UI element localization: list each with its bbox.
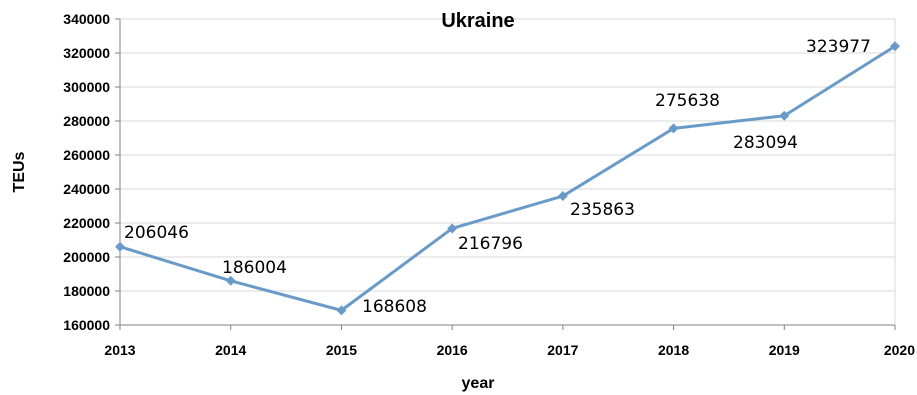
- data-label: 206046: [124, 223, 189, 243]
- y-tick-label: 340000: [63, 11, 110, 27]
- data-label: 168608: [362, 297, 427, 317]
- data-point-marker: [668, 123, 679, 134]
- x-tick-label: 2014: [215, 342, 246, 358]
- data-point-marker: [336, 305, 347, 316]
- y-tick-label: 300000: [63, 79, 110, 95]
- y-tick-label: 180000: [63, 283, 110, 299]
- data-label: 216796: [458, 234, 523, 254]
- x-tick-label: 2013: [104, 342, 135, 358]
- data-label: 275638: [655, 91, 720, 111]
- data-point-marker: [225, 275, 236, 286]
- x-tick-label: 2019: [769, 342, 800, 358]
- data-point-marker: [115, 241, 125, 252]
- y-tick-label: 220000: [63, 215, 110, 231]
- data-label: 283094: [733, 133, 798, 153]
- y-tick-label: 240000: [63, 181, 110, 197]
- y-tick-labels: 160000 180000 200000 220000 240000 260000 2800…: [63, 11, 110, 333]
- y-tick-label: 280000: [63, 113, 110, 129]
- y-tick-label: 320000: [63, 45, 110, 61]
- y-tick-label: 260000: [63, 147, 110, 163]
- y-tick-label: 160000: [63, 317, 110, 333]
- data-label: 235863: [570, 200, 635, 220]
- data-label: 323977: [806, 37, 871, 57]
- data-point-marker: [447, 223, 458, 234]
- data-point-marker: [890, 41, 900, 52]
- series-line-path: [119, 44, 896, 312]
- y-axis-label: TEUs: [11, 151, 28, 192]
- x-axis-label: year: [462, 375, 495, 392]
- data-labels: 206046 186004 168608 216796 235863 275638 2830…: [124, 37, 871, 317]
- x-tick-label: 2015: [326, 342, 357, 358]
- axes: [115, 18, 896, 330]
- x-tick-label: 2020: [884, 342, 915, 358]
- series-line: [115, 41, 900, 316]
- x-tick-label: 2016: [437, 342, 468, 358]
- x-tick-labels: 2013 2014 2015 2016 2017 2018 2019 2020: [104, 342, 915, 358]
- x-tick-label: 2018: [658, 342, 689, 358]
- x-tick-label: 2017: [547, 342, 578, 358]
- data-point-marker: [557, 191, 568, 202]
- data-label: 186004: [222, 258, 287, 278]
- chart-title: Ukraine: [441, 10, 514, 32]
- y-tick-label: 200000: [63, 249, 110, 265]
- grid-lines: [120, 18, 896, 326]
- data-point-marker: [779, 110, 790, 121]
